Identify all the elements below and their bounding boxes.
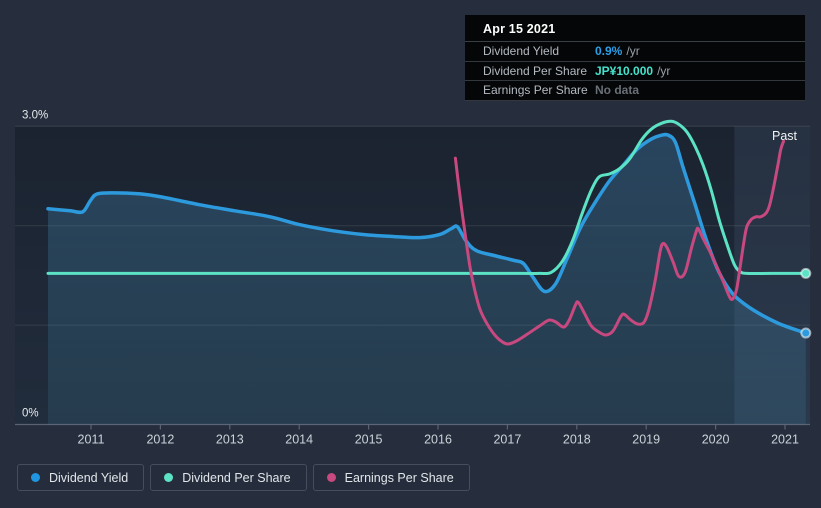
tooltip-label: Earnings Per Share <box>483 83 588 98</box>
tooltip-row-earnings-per-share: Earnings Per Share No data <box>465 81 805 101</box>
chart-legend: Dividend Yield Dividend Per Share Earnin… <box>17 464 470 491</box>
tooltip-row-dividend-yield: Dividend Yield 0.9% /yr <box>465 42 805 62</box>
x-axis-year-label: 2011 <box>78 433 105 447</box>
tooltip-value: JP¥10.000 <box>595 63 654 78</box>
x-axis-year-label: 2012 <box>146 433 174 447</box>
legend-label: Earnings Per Share <box>344 470 454 485</box>
tooltip-label: Dividend Per Share <box>483 63 588 78</box>
past-label: Past <box>772 129 798 143</box>
dividend-yield-line <box>46 132 808 335</box>
dividend-yield-area <box>48 134 806 425</box>
tooltip-label: Dividend Yield <box>483 44 560 59</box>
dividend-per-share-dot-icon <box>164 473 174 482</box>
tooltip-unit: /yr <box>657 63 671 78</box>
tooltip-value: No data <box>595 83 640 98</box>
tooltip-row-dividend-per-share: Dividend Per Share JP¥10.000 /yr <box>465 62 805 81</box>
x-axis-year-label: 2021 <box>771 433 799 447</box>
x-axis-year-label: 2020 <box>702 433 730 447</box>
legend-label: Dividend Yield <box>49 470 129 485</box>
y-axis-label: 3.0% <box>22 109 48 121</box>
dividend-yield-dot-icon <box>31 473 40 482</box>
x-axis-year-label: 2014 <box>285 433 313 447</box>
legend-toggle-dividend-per-share[interactable]: Dividend Per Share <box>150 464 307 491</box>
x-axis-year-label: 2015 <box>355 433 383 447</box>
x-axis-year-label: 2016 <box>424 433 452 447</box>
x-axis-year-label: 2013 <box>216 433 244 447</box>
legend-toggle-earnings-per-share[interactable]: Earnings Per Share <box>312 464 470 491</box>
y-axis-label: 0% <box>22 408 39 420</box>
earnings-per-share-line <box>453 139 786 346</box>
chart-tooltip: Apr 15 2021 Dividend Yield 0.9% /yr Divi… <box>465 15 805 101</box>
dividend-per-share-current-marker <box>800 267 812 279</box>
dividend-per-share-line <box>46 119 808 276</box>
earnings-per-share-dot-icon <box>326 473 336 482</box>
x-axis-year-label: 2019 <box>632 433 660 447</box>
tooltip-unit: /yr <box>626 44 640 59</box>
x-axis-year-label: 2017 <box>493 433 521 447</box>
tooltip-value: 0.9% <box>595 44 623 59</box>
x-axis-year-label: 2018 <box>563 433 591 447</box>
tooltip-date: Apr 15 2021 <box>465 15 805 42</box>
dividend-yield-current-marker <box>800 327 812 339</box>
legend-label: Dividend Per Share <box>182 470 291 485</box>
legend-toggle-dividend-yield[interactable]: Dividend Yield <box>17 464 145 491</box>
